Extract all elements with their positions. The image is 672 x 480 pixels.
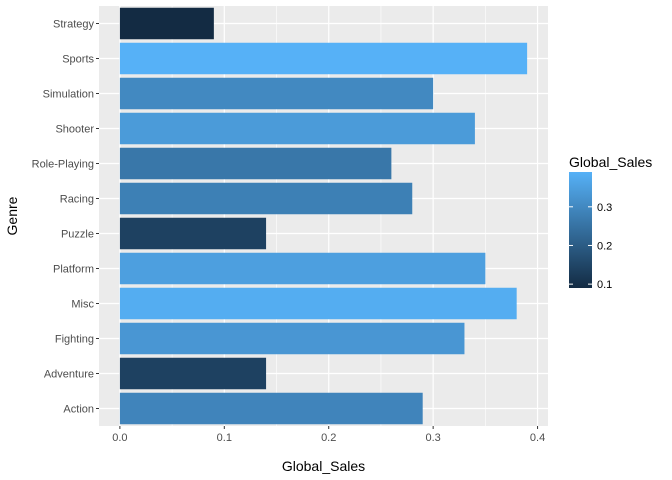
bar-simulation — [119, 77, 434, 110]
bar-sports — [119, 42, 528, 75]
bar-role-playing — [119, 147, 392, 180]
bar-puzzle — [119, 217, 267, 250]
x-tick-label: 0.1 — [217, 432, 232, 444]
legend: Global_Sales 0.1 0.2 0.3 — [569, 154, 652, 291]
x-tick-label: 0.2 — [321, 432, 336, 444]
y-tick-label-role-playing: Role-Playing — [32, 159, 94, 171]
y-tick-label-fighting: Fighting — [55, 334, 94, 346]
bar-racing — [119, 182, 413, 215]
y-tick-label-shooter: Shooter — [55, 124, 94, 136]
bar-shooter — [119, 112, 475, 145]
minor-gridlines — [171, 6, 486, 426]
bar-strategy — [119, 7, 214, 40]
y-tick-label-adventure: Adventure — [44, 369, 94, 381]
y-tick-label-sports: Sports — [62, 54, 94, 66]
y-axis: Action Adventure Fighting Misc Platform Puzzl… — [32, 19, 99, 416]
legend-title: Global_Sales — [569, 154, 652, 170]
bars — [119, 7, 528, 425]
legend-tick-label: 0.3 — [597, 202, 612, 214]
y-tick-label-simulation: Simulation — [43, 89, 94, 101]
legend-colorbar — [569, 172, 592, 288]
y-tick-label-platform: Platform — [53, 264, 94, 276]
bar-action — [119, 392, 423, 425]
x-tick-label: 0.4 — [530, 432, 545, 444]
y-tick-label-strategy: Strategy — [53, 19, 94, 31]
bar-fighting — [119, 322, 465, 355]
y-tick-label-misc: Misc — [71, 299, 94, 311]
legend-tick-label: 0.1 — [597, 279, 612, 291]
y-axis-title: Genre — [4, 196, 20, 235]
bar-platform — [119, 252, 486, 285]
y-tick-label-action: Action — [63, 404, 94, 416]
x-tick-label: 0.0 — [112, 432, 127, 444]
y-tick-label-puzzle: Puzzle — [61, 229, 94, 241]
x-tick-label: 0.3 — [425, 432, 440, 444]
x-axis-title: Global_Sales — [282, 458, 365, 474]
bar-adventure — [119, 357, 267, 390]
bar-misc — [119, 287, 517, 320]
legend-ticks: 0.1 0.2 0.3 — [569, 202, 612, 291]
legend-tick-label: 0.2 — [597, 240, 612, 252]
x-axis: 0.0 0.1 0.2 0.3 0.4 — [112, 426, 545, 444]
y-tick-label-racing: Racing — [60, 194, 94, 206]
plot-panel — [99, 6, 548, 426]
